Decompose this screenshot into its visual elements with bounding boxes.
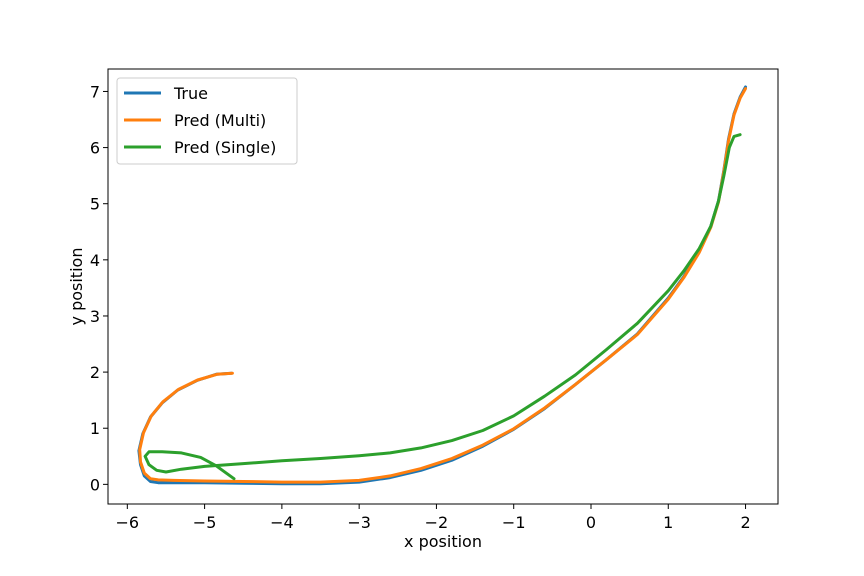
y-tick-label: 5	[90, 195, 100, 214]
y-tick-label: 7	[90, 82, 100, 101]
x-axis-label: x position	[404, 532, 482, 551]
series-line-pred-single	[143, 133, 742, 481]
x-axis-ticks: −6 −5 −4 −3 −2 −1 0 1 2	[116, 504, 751, 532]
x-tick-label: 1	[663, 513, 673, 532]
y-tick-label: 4	[90, 251, 100, 270]
y-tick-label: 1	[90, 419, 100, 438]
y-axis-ticks: 0 1 2 3 4 5 6 7	[90, 82, 108, 494]
x-tick-label: 2	[740, 513, 750, 532]
y-tick-label: 0	[90, 475, 100, 494]
legend-label-pred-multi: Pred (Multi)	[174, 111, 266, 130]
x-tick-label: −4	[270, 513, 294, 532]
y-axis-label: y position	[67, 248, 86, 326]
legend-label-true: True	[173, 84, 208, 103]
x-tick-label: 0	[586, 513, 596, 532]
series-layer	[137, 85, 747, 486]
y-tick-label: 6	[90, 139, 100, 158]
plot-frame	[107, 68, 779, 505]
legend-label-pred-single: Pred (Single)	[174, 138, 276, 157]
x-tick-label: −2	[425, 513, 449, 532]
legend: True Pred (Multi) Pred (Single)	[116, 77, 298, 165]
x-tick-label: −3	[347, 513, 371, 532]
x-tick-label: −5	[193, 513, 217, 532]
legend-box	[116, 77, 298, 165]
x-tick-label: −6	[116, 513, 140, 532]
y-tick-label: 3	[90, 307, 100, 326]
y-tick-label: 2	[90, 363, 100, 382]
x-tick-label: −1	[502, 513, 526, 532]
